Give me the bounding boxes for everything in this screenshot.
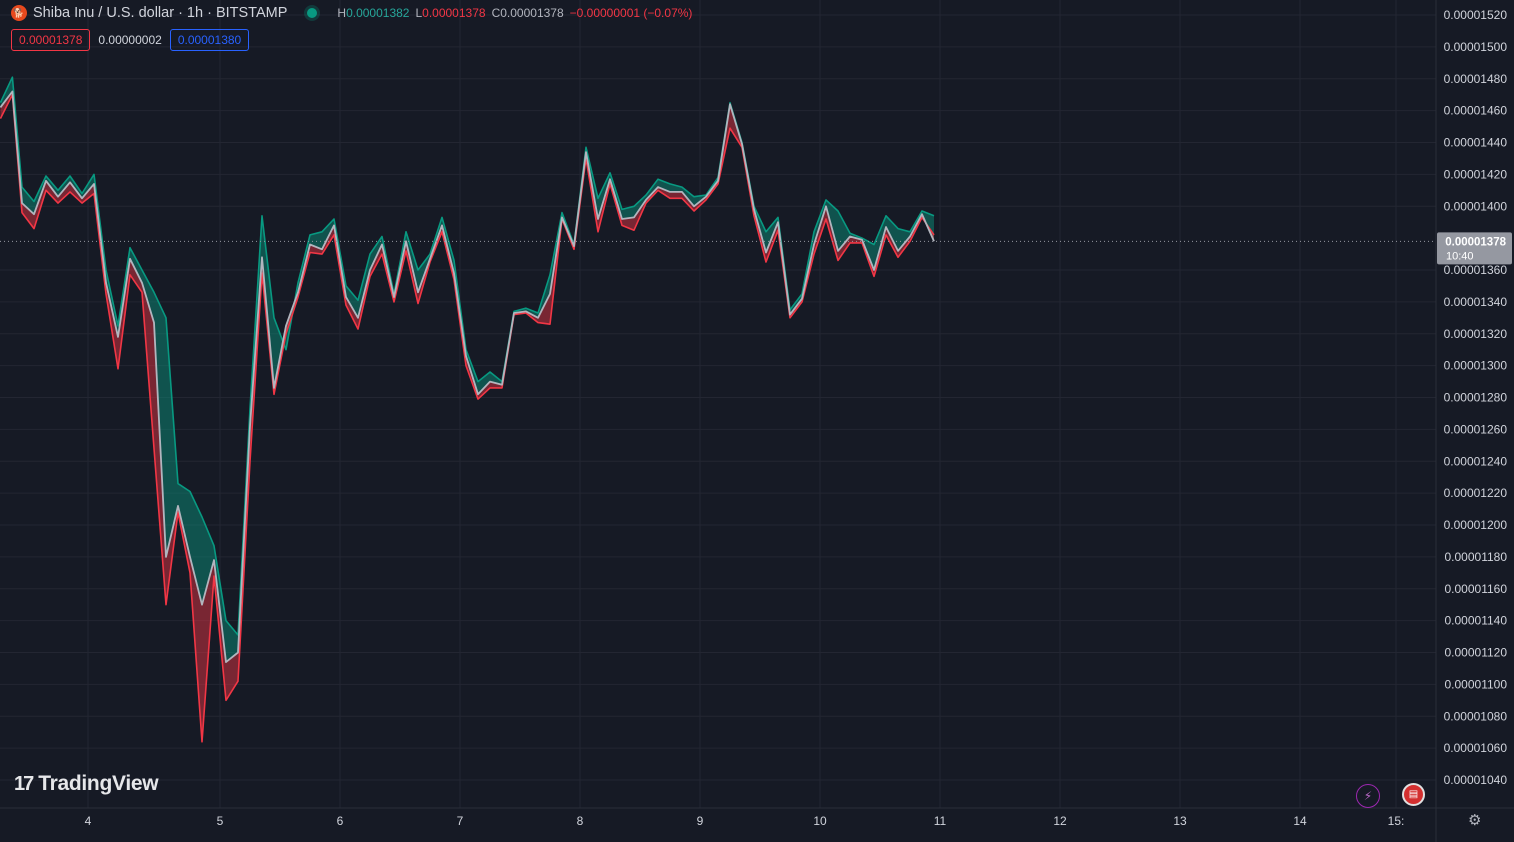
x-tick-label: 11 bbox=[934, 814, 947, 828]
y-tick-label: 0.00001280 bbox=[1444, 391, 1508, 405]
y-tick-label: 0.00001140 bbox=[1444, 614, 1507, 628]
x-tick-label: 13 bbox=[1173, 814, 1187, 828]
series-line-high[interactable] bbox=[0, 76, 935, 636]
y-tick-label: 0.00001120 bbox=[1444, 646, 1507, 660]
buy-price-button[interactable]: 0.00001380 bbox=[169, 29, 250, 51]
shiba-logo-icon: 🐕 bbox=[11, 5, 27, 21]
y-tick-label: 0.00001440 bbox=[1444, 136, 1508, 150]
y-tick-label: 0.00001080 bbox=[1444, 709, 1508, 723]
y-tick-label: 0.00001520 bbox=[1444, 8, 1508, 22]
x-tick-label: 14 bbox=[1293, 814, 1307, 828]
x-tick-label: 8 bbox=[577, 814, 584, 828]
y-tick-label: 0.00001420 bbox=[1444, 167, 1508, 181]
tradingview-mark-icon: 17 bbox=[14, 772, 34, 795]
price-tag-value: 0.00001378 bbox=[1445, 236, 1506, 248]
y-tick-label: 0.00001400 bbox=[1444, 199, 1508, 213]
x-tick-label: 10 bbox=[813, 814, 827, 828]
ohlc-values: H0.00001382 L0.00001378 C0.00001378 −0.0… bbox=[337, 6, 692, 20]
x-tick-label: 15: bbox=[1388, 814, 1405, 828]
price-tag-countdown: 10:40 bbox=[1446, 250, 1474, 262]
symbol-title[interactable]: Shiba Inu / U.S. dollar · 1h · BITSTAMP bbox=[33, 5, 288, 21]
y-tick-label: 0.00001100 bbox=[1444, 677, 1507, 691]
y-tick-label: 0.00001180 bbox=[1444, 550, 1507, 564]
sell-price-button[interactable]: 0.00001378 bbox=[11, 29, 91, 51]
x-tick-label: 4 bbox=[85, 814, 92, 828]
tradingview-logo-text: TradingView bbox=[38, 772, 159, 795]
high-label: H bbox=[337, 6, 347, 20]
y-tick-label: 0.00001220 bbox=[1444, 486, 1508, 500]
high-value: 0.00001382 bbox=[346, 6, 410, 20]
spread-value: 0.00000002 bbox=[98, 33, 162, 47]
y-tick-label: 0.00001340 bbox=[1444, 295, 1508, 309]
lightning-icon[interactable]: ⚡ bbox=[1356, 784, 1380, 808]
y-tick-label: 0.00001160 bbox=[1444, 582, 1507, 596]
low-value: 0.00001378 bbox=[422, 6, 486, 20]
x-tick-label: 7 bbox=[457, 814, 464, 828]
y-tick-label: 0.00001360 bbox=[1444, 263, 1508, 277]
y-tick-label: 0.00001240 bbox=[1444, 454, 1508, 468]
y-tick-label: 0.00001480 bbox=[1444, 72, 1508, 86]
gear-icon[interactable]: ⚙ bbox=[1468, 812, 1482, 829]
market-status-icon[interactable] bbox=[307, 8, 318, 18]
low-label: L bbox=[415, 6, 423, 20]
y-tick-label: 0.00001060 bbox=[1444, 741, 1508, 755]
us-flag-icon[interactable]: ▤ bbox=[1402, 783, 1425, 806]
y-tick-label: 0.00001500 bbox=[1444, 40, 1508, 54]
close-label: C bbox=[491, 6, 501, 20]
x-tick-label: 5 bbox=[217, 814, 224, 828]
y-tick-label: 0.00001320 bbox=[1444, 327, 1508, 341]
change-value: −0.00000001 (−0.07%) bbox=[569, 6, 693, 20]
y-tick-label: 0.00001460 bbox=[1444, 104, 1508, 118]
x-tick-label: 12 bbox=[1053, 814, 1067, 828]
y-tick-label: 0.00001040 bbox=[1444, 773, 1508, 787]
x-tick-label: 9 bbox=[697, 814, 704, 828]
x-tick-label: 6 bbox=[337, 814, 344, 828]
close-value: 0.00001378 bbox=[500, 6, 564, 20]
tradingview-logo[interactable]: 17 TradingView bbox=[14, 772, 159, 796]
y-tick-label: 0.00001260 bbox=[1444, 422, 1508, 436]
y-tick-label: 0.00001300 bbox=[1444, 359, 1508, 373]
chart-header: 🐕 Shiba Inu / U.S. dollar · 1h · BITSTAM… bbox=[11, 3, 692, 23]
series-line-low[interactable] bbox=[0, 93, 935, 743]
series-line-close[interactable] bbox=[0, 90, 935, 663]
y-tick-label: 0.00001200 bbox=[1444, 518, 1508, 532]
price-tag-box bbox=[1437, 232, 1512, 265]
trade-badges: 0.00001378 0.00000002 0.00001380 bbox=[11, 29, 250, 51]
